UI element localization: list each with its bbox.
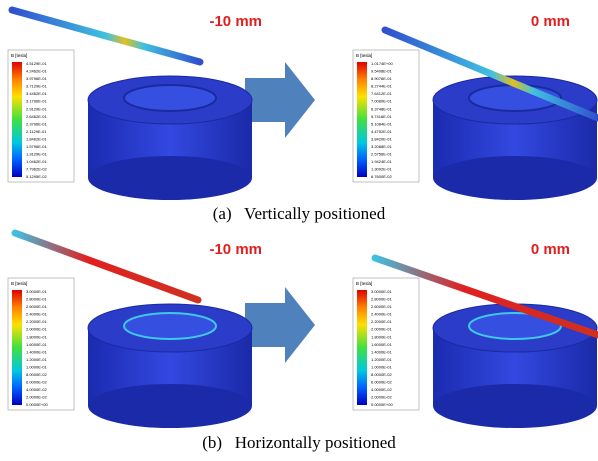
position-label: 0 mm [531,13,570,30]
legend-label: 1.0462E-01 [26,159,47,164]
panel: 0 mm B [tesla] 1.0174E+00 9.5408E-01 8.9076E… [352,13,598,200]
legend-label: 4.0000E-02 [371,387,392,392]
legend-label: 1.9424E-01 [371,159,392,164]
legend-label: 1.2000E-01 [26,357,47,362]
cylinder-inner [123,84,217,112]
legend-label: 5.1295E-02 [26,174,47,179]
legend-label: 1.8000E-01 [371,334,392,339]
position-label: -10 mm [209,13,262,30]
legend-label: 4.0000E-02 [26,387,47,392]
legend-label: 0.0000E+00 [371,402,393,407]
position-label: 0 mm [531,241,570,258]
legend-label: 3.4462E-01 [26,91,47,96]
panel: -10 mm B [tesla] 3.0000E-01 2.8000E-01 2.600… [7,229,262,428]
legend-label: 6.3748E-01 [371,106,392,111]
legend-label: 7.7962E-02 [26,167,47,172]
color-bar [357,290,367,405]
legend-label: 2.4000E-01 [26,312,47,317]
legend-label: 4.2462E-01 [26,69,47,74]
legend-label: 3.8420E-01 [371,136,392,141]
legend-label: 1.8000E-01 [26,334,47,339]
legend-label: 2.8000E-01 [26,297,47,302]
rod [371,254,598,339]
legend-title: B [tesla] [356,53,372,58]
legend-label: 1.6000E-01 [26,342,47,347]
legend-label: 1.0000E-01 [26,364,47,369]
panel: -10 mm B [tesla] 4.5129E-01 4.2462E-01 3.979… [7,6,262,200]
legend-label: 2.6000E-01 [26,304,47,309]
legend-label: 2.6000E-01 [371,304,392,309]
color-bar [12,62,22,177]
legend-label: 2.0000E-02 [26,395,47,400]
cylinder-bottom [88,156,252,200]
legend-label: 6.0000E-02 [26,379,47,384]
legend-label: 7.6412E-01 [371,91,392,96]
legend-label: 2.6462E-01 [26,114,47,119]
cylinder-bottom [433,384,597,428]
legend-label: 3.7129E-01 [26,84,47,89]
panel: 0 mm B [tesla] 3.0000E-01 2.8000E-01 2.6000E… [352,241,598,428]
legend-label: 2.2000E-01 [371,319,392,324]
arrow [245,62,315,363]
legend-label: 2.0000E-01 [26,327,47,332]
legend-label: 6.0000E-02 [371,379,392,384]
legend-label: 1.6000E-01 [371,342,392,347]
legend-label: 1.4000E-01 [26,349,47,354]
cylinder-inner [468,312,562,340]
legend-label: 2.2000E-01 [26,319,47,324]
cylinder-inner [123,312,217,340]
legend-label: 1.8462E-01 [26,136,47,141]
legend-label: 1.0000E-01 [371,364,392,369]
legend-label: 8.9076E-01 [371,76,392,81]
legend-label: 4.5129E-01 [26,61,47,66]
caption: (b) Horizontally positioned [202,433,396,452]
legend-label: 2.8000E-01 [371,297,392,302]
legend-label: 3.0000E-01 [26,289,47,294]
color-bar [12,290,22,405]
legend-label: 3.0000E-01 [371,289,392,294]
legend-label: 3.9796E-01 [26,76,47,81]
legend-label: 2.0000E-02 [371,395,392,400]
legend-label: 8.0000E-02 [371,372,392,377]
legend-label: 2.4000E-01 [371,312,392,317]
legend-title: B [tesla] [11,53,27,58]
caption: (a) Vertically positioned [213,204,386,223]
legend-label: 2.0000E-01 [371,327,392,332]
position-label: -10 mm [209,241,262,258]
legend-label: 1.3129E-01 [26,151,47,156]
legend-label: 0.0000E+00 [26,402,48,407]
legend-label: 5.7416E-01 [371,114,392,119]
legend-label: 7.0080E-01 [371,99,392,104]
color-bar [357,62,367,177]
legend-label: 2.9129E-01 [26,106,47,111]
rod [8,6,204,66]
cylinder-bottom [88,384,252,428]
legend-label: 1.2000E-01 [371,357,392,362]
legend-label: 6.7600E-02 [371,174,392,179]
legend-label: 2.3796E-01 [26,121,47,126]
legend-label: 1.5796E-01 [26,144,47,149]
legend-label: 5.1084E-01 [371,121,392,126]
legend-label: 1.0174E+00 [371,61,393,66]
rod [11,229,202,304]
rod [381,26,598,122]
cylinder-bottom [433,156,597,200]
legend-label: 9.5408E-01 [371,69,392,74]
legend-label: 1.3092E-01 [371,167,392,172]
legend-label: 3.2088E-01 [371,144,392,149]
legend-label: 8.2744E-01 [371,84,392,89]
legend-label: 2.1129E-01 [26,129,47,134]
legend-title: B [tesla] [11,281,27,286]
legend-title: B [tesla] [356,281,372,286]
legend-label: 3.1796E-01 [26,99,47,104]
legend-label: 2.5756E-01 [371,151,392,156]
legend-label: 8.0000E-02 [26,372,47,377]
legend-label: 4.4752E-01 [371,129,392,134]
legend-label: 1.4000E-01 [371,349,392,354]
